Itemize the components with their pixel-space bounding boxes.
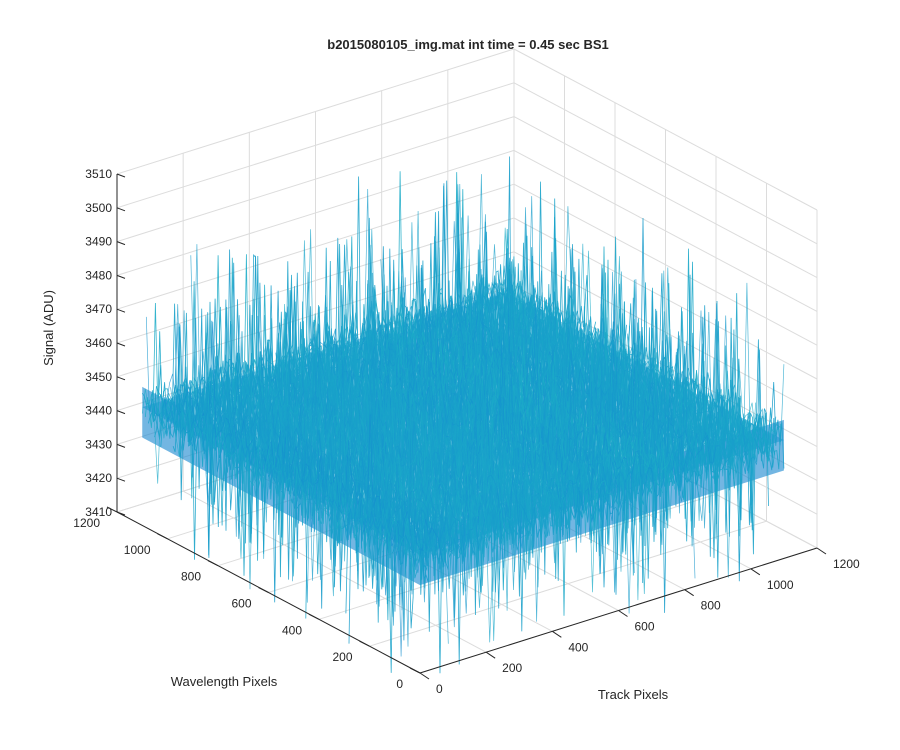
- gridline-z-right: [513, 116, 818, 279]
- surface-mesh-line: [497, 267, 777, 506]
- z-tick-label: 3440: [85, 404, 112, 418]
- gridline-z-back: [116, 149, 515, 276]
- surface-mesh-line: [255, 306, 534, 581]
- y-tick-label: 1200: [73, 516, 100, 530]
- z-tick-label: 3430: [85, 437, 112, 451]
- z-tick-label: 3490: [85, 235, 112, 249]
- z-tick: [116, 207, 126, 212]
- y-tick-label: 800: [181, 570, 201, 584]
- y-tick: [258, 587, 269, 593]
- chart-title: b2015080105_img.mat int time = 0.45 sec …: [327, 37, 608, 52]
- z-tick: [116, 410, 126, 415]
- y-tick-label: 1000: [124, 543, 151, 557]
- x-tick-label: 0: [436, 682, 443, 696]
- x-tick: [485, 651, 496, 659]
- surface-mesh-line: [210, 345, 490, 608]
- z-tick-label: 3480: [85, 268, 112, 282]
- surface-mesh-line: [145, 316, 425, 574]
- z-tick: [116, 511, 126, 516]
- surface-mesh-line: [174, 304, 453, 605]
- gridline-z-right: [513, 149, 818, 312]
- z-tick-label: 3450: [85, 370, 112, 384]
- x-tick-label: 400: [568, 640, 588, 654]
- z-tick: [116, 443, 126, 448]
- gridline-z-right: [513, 217, 818, 380]
- z-tick: [116, 376, 126, 381]
- y-tick: [207, 560, 219, 567]
- gridline-z-right: [513, 48, 818, 211]
- z-tick-label: 3470: [85, 302, 112, 316]
- x-tick-label: 1200: [833, 557, 860, 571]
- z-tick: [116, 342, 126, 347]
- gridline-z-back: [116, 82, 515, 209]
- y-tick-label: 400: [282, 623, 302, 637]
- y-tick: [359, 640, 370, 647]
- z-tick: [116, 274, 126, 279]
- x-tick: [419, 672, 430, 680]
- z-tick-label: 3410: [85, 505, 112, 519]
- z-tick: [116, 477, 126, 482]
- x-tick: [816, 547, 827, 555]
- gridline-z-right: [513, 183, 818, 346]
- surface-mesh-line: [275, 299, 554, 611]
- surface-mesh-line: [465, 297, 744, 522]
- labels: b2015080105_img.mat int time = 0.45 sec …: [41, 37, 860, 702]
- y-tick-label: 200: [332, 650, 352, 664]
- x-axis-label: Track Pixels: [598, 687, 669, 702]
- z-tick-label: 3500: [85, 201, 112, 215]
- x-tick: [552, 630, 562, 638]
- surface-mesh-line: [388, 258, 668, 528]
- y-tick: [157, 533, 168, 540]
- x-tick: [750, 568, 761, 576]
- surface-mesh-line: [331, 290, 611, 564]
- z-tick-label: 3460: [85, 336, 112, 350]
- y-tick-label: 0: [396, 677, 403, 691]
- surface-mesh-line: [469, 244, 748, 477]
- surface-mesh-line: [247, 306, 526, 569]
- y-axis-label: Wavelength Pixels: [171, 674, 278, 689]
- z-tick: [116, 241, 126, 246]
- surface-mesh-line: [251, 292, 530, 539]
- y-tick: [106, 506, 118, 513]
- surface-mesh-line: [141, 368, 421, 577]
- x-tick-label: 800: [701, 599, 721, 613]
- x-tick: [684, 589, 694, 597]
- x-tick-label: 600: [635, 620, 655, 634]
- x-tick-label: 200: [502, 661, 522, 675]
- z-tick-label: 3510: [85, 167, 112, 181]
- gridline-z-back: [116, 48, 515, 175]
- gridline-z-back: [116, 116, 515, 243]
- x-tick-label: 1000: [767, 578, 794, 592]
- surface-mesh-line: [485, 287, 765, 452]
- gridline-z-back: [116, 183, 515, 310]
- surface-mesh-line: [154, 323, 433, 597]
- z-tick: [116, 308, 126, 313]
- z-tick-label: 3420: [85, 471, 112, 485]
- axes: [106, 173, 827, 680]
- surface-mesh-line: [234, 298, 514, 538]
- surface: [141, 156, 785, 674]
- y-tick: [308, 613, 320, 620]
- surface-mesh-line: [419, 335, 785, 613]
- gridline-y-floor: [369, 520, 767, 647]
- z-axis-label: Signal (ADU): [41, 290, 56, 366]
- z-tick: [116, 173, 126, 178]
- y-tick: [409, 667, 421, 674]
- y-tick-label: 600: [231, 597, 251, 611]
- x-tick: [618, 610, 628, 617]
- gridline-z-right: [513, 82, 818, 245]
